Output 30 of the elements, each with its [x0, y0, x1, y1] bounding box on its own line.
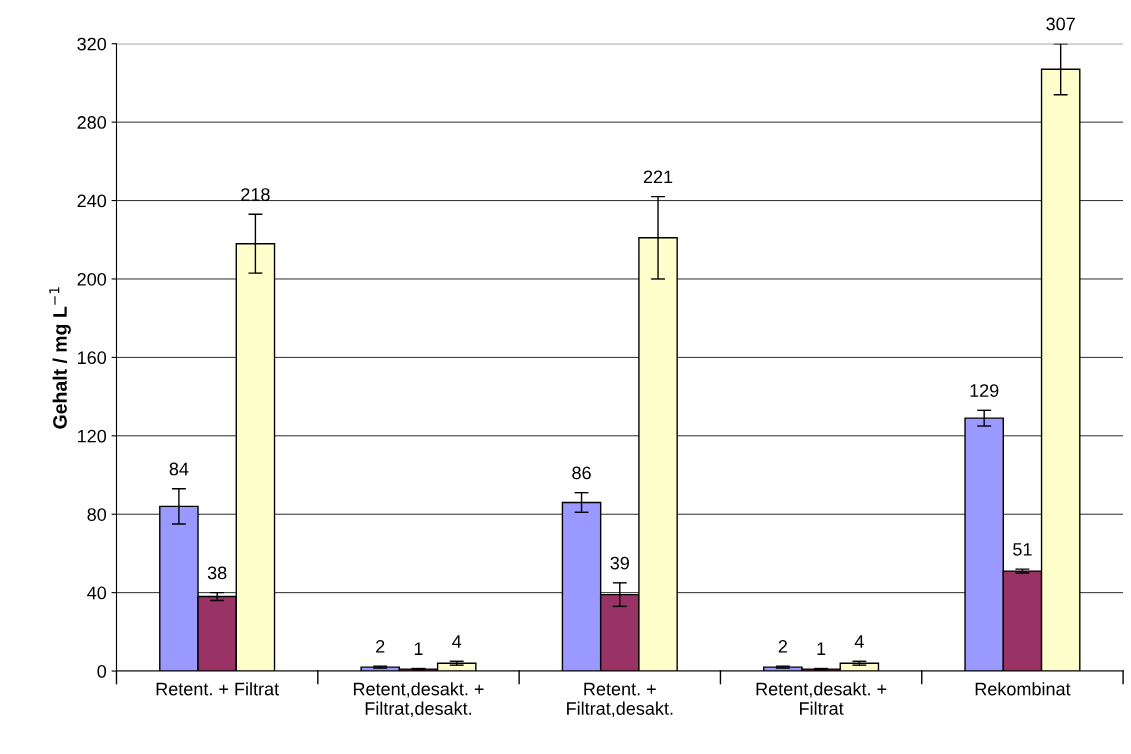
data-label: 2 — [778, 640, 787, 653]
y-tick-label: 80 — [87, 508, 107, 521]
data-label: 1 — [414, 642, 423, 655]
data-label: 218 — [241, 188, 270, 201]
data-label: 86 — [572, 466, 591, 480]
y-tick-label: 120 — [78, 429, 107, 443]
data-label: 129 — [970, 384, 999, 397]
x-tick-label: Retent. + Filtrat — [156, 682, 279, 696]
x-tick-label: Retent,desakt. + Filtrat,desakt. — [353, 682, 484, 718]
y-tick-label: 280 — [77, 116, 107, 129]
x-tick-label: Retent. + Filtrat,desakt. — [567, 682, 673, 718]
y-tick-label: 240 — [77, 194, 107, 208]
y-tick-label: 40 — [87, 586, 107, 600]
y-tick-label: 200 — [77, 272, 107, 286]
x-tick-label: Retent,desakt. + Filtrat — [756, 682, 887, 715]
x-tick-label: Rekombinat — [975, 682, 1071, 696]
y-tick-label: 320 — [77, 37, 107, 51]
data-label: 84 — [169, 462, 189, 476]
data-label: 2 — [376, 640, 385, 653]
data-label: 4 — [854, 635, 864, 648]
data-label: 307 — [1046, 17, 1075, 31]
data-label: 1 — [817, 642, 826, 655]
data-label: 38 — [207, 566, 227, 580]
data-label: 39 — [610, 556, 629, 570]
data-label: 51 — [1013, 543, 1032, 556]
data-label: 221 — [643, 170, 673, 184]
y-tick-label: 160 — [78, 351, 107, 365]
y-tick-label: 0 — [97, 664, 107, 678]
data-label: 4 — [452, 635, 462, 648]
y-axis-title: Gehalt / mg L$^{−1}$ — [49, 287, 71, 429]
